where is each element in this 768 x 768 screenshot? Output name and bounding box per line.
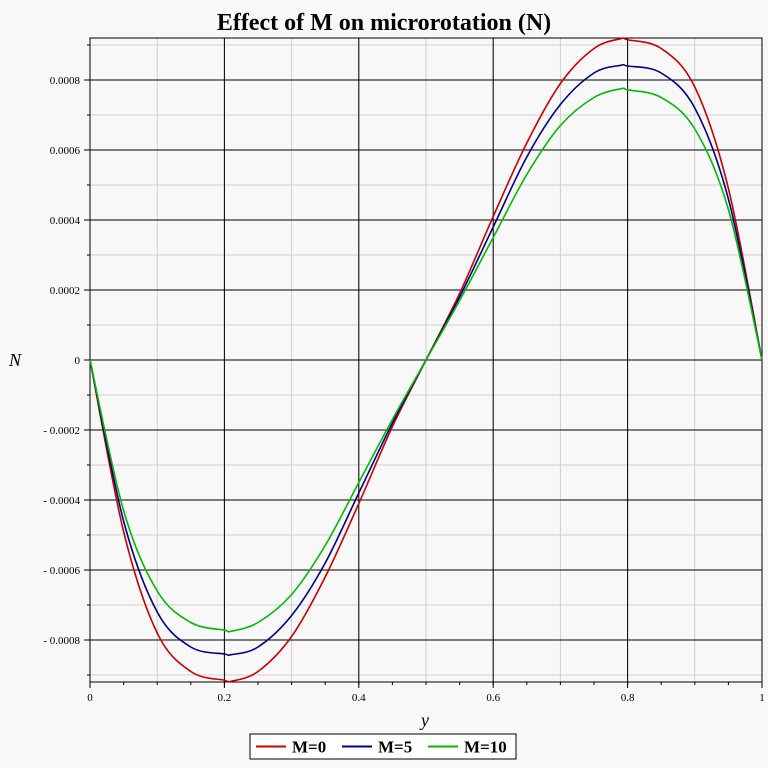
axis-ticks bbox=[84, 44, 763, 688]
x-tick-label: 1 bbox=[759, 692, 765, 704]
y-axis-label: N bbox=[8, 350, 22, 370]
x-tick-label: 0.4 bbox=[352, 692, 366, 704]
y-tick-label: 0.0006 bbox=[50, 145, 81, 157]
tick-labels: 0 0.2 0.4 0.6 0.8 1 - 0.0008 - 0.0006 - 0.0004 - … bbox=[43, 75, 764, 704]
legend-label-2: M=5 bbox=[378, 738, 412, 757]
legend-label-3: M=10 bbox=[464, 738, 507, 757]
y-tick-label: 0.0002 bbox=[50, 285, 80, 297]
y-tick-label: 0.0008 bbox=[50, 75, 81, 87]
series-lines bbox=[89, 37, 763, 683]
x-axis-label: y bbox=[419, 710, 429, 730]
x-tick-label: 0.8 bbox=[621, 692, 635, 704]
x-tick-label: 0 bbox=[87, 692, 93, 704]
y-tick-label: - 0.0002 bbox=[43, 425, 80, 437]
y-tick-label: - 0.0006 bbox=[43, 565, 80, 577]
legend: M=0 M=5 M=10 bbox=[249, 733, 517, 760]
series-line-3 bbox=[89, 87, 763, 633]
y-tick-label: - 0.0008 bbox=[43, 635, 80, 647]
legend-label-1: M=0 bbox=[292, 738, 326, 757]
legend-box bbox=[249, 733, 517, 760]
x-tick-label: 0.6 bbox=[486, 692, 500, 704]
x-tick-label: 0.2 bbox=[218, 692, 232, 704]
chart-title: Effect of M on microrotation (N) bbox=[217, 10, 551, 36]
y-tick-label: - 0.0004 bbox=[43, 495, 80, 507]
y-tick-label: 0 bbox=[75, 355, 81, 367]
y-tick-label: 0.0004 bbox=[50, 215, 81, 227]
